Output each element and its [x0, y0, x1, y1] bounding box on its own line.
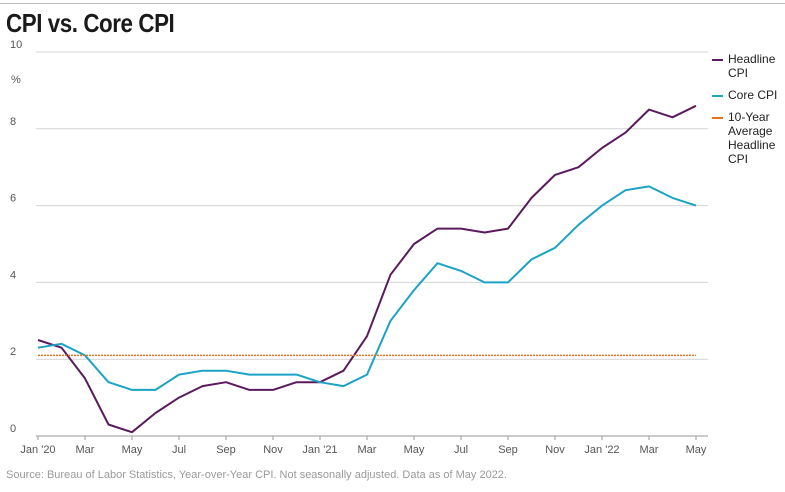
y-tick-label: 10: [10, 39, 22, 51]
x-tick-label: Jan '20: [20, 444, 55, 456]
y-tick-label: 2: [10, 346, 16, 358]
y-tick-labels: 0 2 4 6 8 10: [10, 39, 22, 435]
y-tick-label: 4: [10, 269, 16, 281]
x-tick-label: Mar: [358, 444, 377, 456]
legend-item-10-year-average: 10-Year Average Headline CPI: [712, 110, 782, 166]
top-rule: [0, 3, 785, 4]
x-tick-label: Sep: [498, 444, 518, 456]
x-tick-label: Jul: [172, 444, 186, 456]
y-tick-label: 6: [10, 193, 16, 205]
x-tick-label: Mar: [640, 444, 659, 456]
legend-item-core-cpi: Core CPI: [712, 88, 782, 102]
legend-label: Headline CPI: [728, 52, 776, 80]
y-tick-label: 8: [10, 116, 16, 128]
gridlines: [36, 51, 708, 437]
x-tick-label: Jul: [454, 444, 468, 456]
x-tick-label: May: [404, 444, 425, 456]
legend-swatch: [712, 117, 723, 119]
series-line-headline-cpi: [37, 104, 697, 434]
legend: Headline CPI Core CPI 10-Year Average He…: [712, 52, 782, 174]
x-tick-label: Nov: [263, 444, 283, 456]
legend-label: 10-Year Average Headline CPI: [728, 110, 776, 166]
series-line-core-cpi: [37, 185, 697, 391]
page-title: CPI vs. Core CPI: [6, 8, 175, 38]
x-tick-labels: Jan '20 Mar May Jul Sep Nov Jan '21 Mar May Jul Se…: [20, 436, 707, 456]
legend-item-headline-cpi: Headline CPI: [712, 52, 782, 80]
y-tick-label: 0: [10, 423, 16, 435]
x-tick-label: Jan '22: [584, 444, 619, 456]
x-tick-label: May: [122, 444, 143, 456]
legend-label: Core CPI: [728, 88, 778, 102]
x-tick-label: Jan '21: [302, 444, 337, 456]
y-axis-unit: %: [11, 74, 21, 86]
x-tick-label: Nov: [545, 444, 565, 456]
x-tick-label: May: [686, 444, 707, 456]
legend-swatch: [712, 59, 723, 61]
x-tick-label: Sep: [216, 444, 236, 456]
x-tick-label: Mar: [76, 444, 95, 456]
series-lines: [37, 104, 697, 434]
source-note: Source: Bureau of Labor Statistics, Year…: [6, 469, 507, 481]
legend-swatch: [712, 95, 723, 97]
